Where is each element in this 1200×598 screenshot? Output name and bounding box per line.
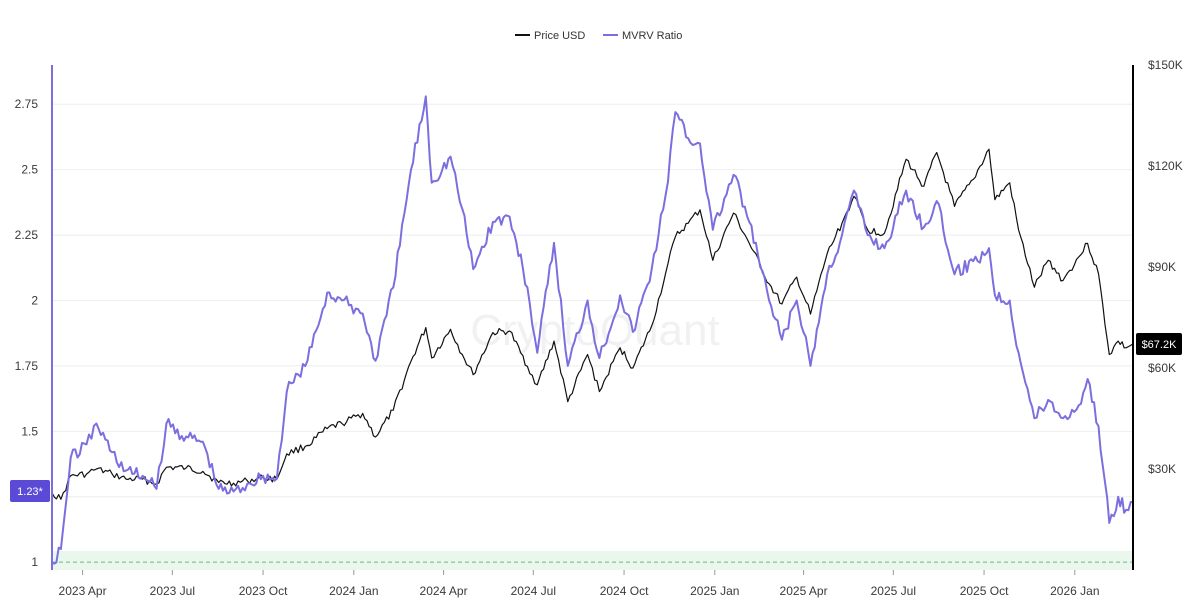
x-tick-label: 2026 Jan <box>1050 584 1099 598</box>
x-tick-label: 2024 Oct <box>600 584 649 598</box>
watermark: CryptoQuant <box>470 306 719 355</box>
legend-label-mvrv: MVRV Ratio <box>622 30 682 42</box>
price-usd-line <box>51 148 1134 500</box>
left-tick-label: 1.5 <box>21 424 38 438</box>
price-current-badge: $67.2K <box>1136 333 1182 355</box>
legend[interactable]: Price USD MVRV Ratio <box>515 30 682 42</box>
x-tick-label: 2025 Apr <box>780 584 828 598</box>
below-one-band <box>52 551 1132 570</box>
legend-label-price: Price USD <box>534 30 585 42</box>
x-tick-label: 2024 Jan <box>329 584 378 598</box>
left-tick-label: 2.25 <box>15 228 39 242</box>
right-axis-ticks: $30K $60K $90K $120K $150K <box>1148 58 1183 476</box>
left-tick-label: 1 <box>31 555 38 569</box>
gridlines <box>52 103 1133 498</box>
x-tick-label: 2024 Apr <box>420 584 468 598</box>
right-tick-label: $120K <box>1148 159 1183 173</box>
mvrv-badge-background <box>10 480 50 502</box>
x-tick-label: 2023 Apr <box>59 584 107 598</box>
x-tick-label: 2025 Oct <box>960 584 1009 598</box>
right-tick-label: $150K <box>1148 58 1183 72</box>
x-tick-label: 2024 Jul <box>511 584 556 598</box>
right-tick-label: $30K <box>1148 462 1176 476</box>
mvrv-current-badge: 1.23* <box>10 480 50 502</box>
price-badge-label: $67.2K <box>1142 339 1178 351</box>
legend-item-price[interactable]: Price USD <box>515 30 585 42</box>
legend-item-mvrv[interactable]: MVRV Ratio <box>603 30 682 42</box>
left-tick-label: 1.75 <box>15 359 39 373</box>
x-axis-ticks: 2023 Apr 2023 Jul 2023 Oct 2024 Jan 2024 Apr… <box>59 570 1100 598</box>
mvrv-badge-label: 1.23* <box>17 486 43 498</box>
left-tick-label: 2.5 <box>21 163 38 177</box>
right-tick-label: $60K <box>1148 361 1176 375</box>
x-tick-label: 2023 Jul <box>150 584 195 598</box>
right-tick-label: $90K <box>1148 260 1176 274</box>
x-tick-label: 2025 Jul <box>871 584 916 598</box>
left-tick-label: 2 <box>31 293 38 307</box>
x-tick-label: 2025 Jan <box>690 584 739 598</box>
price-badge-background <box>1136 333 1182 355</box>
left-tick-label: 2.75 <box>15 97 39 111</box>
mvrv-ratio-line <box>51 95 1133 565</box>
x-tick-label: 2023 Oct <box>239 584 288 598</box>
